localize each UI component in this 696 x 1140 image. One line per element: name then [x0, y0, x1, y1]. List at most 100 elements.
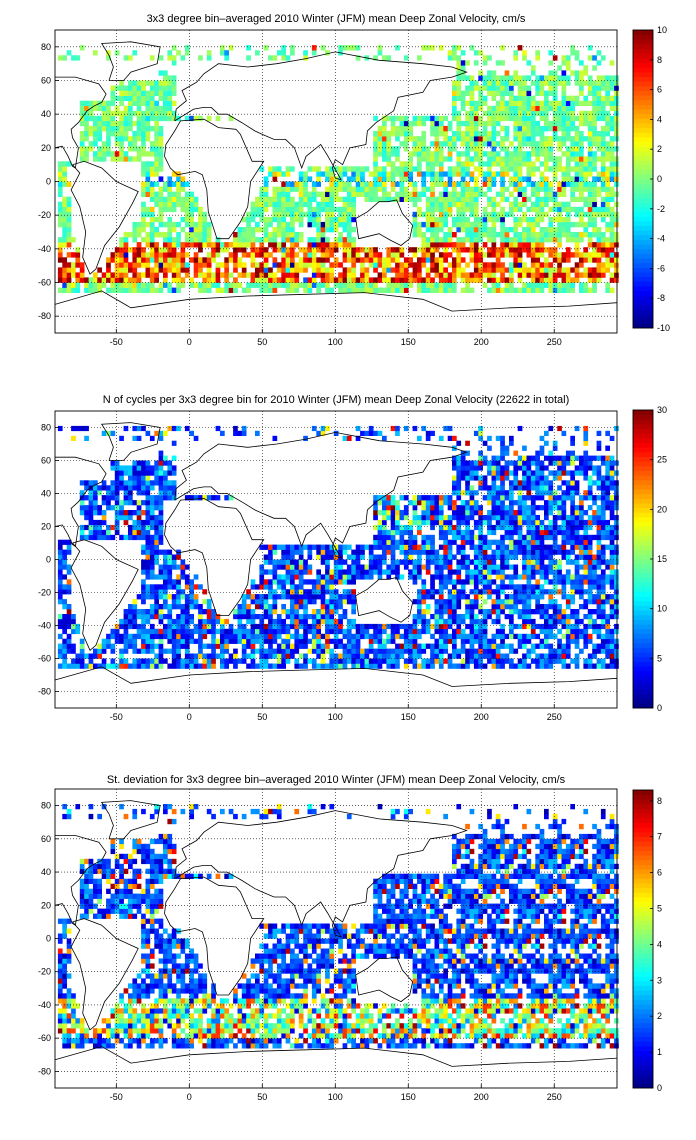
heatmap-cell: [276, 191, 282, 197]
heatmap-cell: [259, 658, 265, 664]
heatmap-cell: [482, 181, 488, 187]
heatmap-cell: [163, 599, 168, 605]
heatmap-cell: [342, 196, 348, 202]
heatmap-cell: [119, 151, 124, 157]
heatmap-cell: [303, 564, 308, 570]
heatmap-cell: [338, 287, 343, 293]
heatmap-cell: [539, 287, 545, 293]
heatmap-cell: [93, 287, 98, 293]
heatmap-cell: [408, 156, 413, 162]
heatmap-cell: [377, 125, 383, 132]
heatmap-cell: [544, 262, 549, 268]
heatmap-cell: [530, 252, 536, 258]
heatmap-cell: [316, 242, 321, 248]
heatmap-cell: [583, 196, 589, 202]
heatmap-cell: [303, 211, 308, 218]
heatmap-cell: [600, 85, 606, 91]
heatmap-cell: [145, 287, 151, 293]
heatmap-cell: [447, 146, 453, 152]
heatmap-cell: [565, 247, 571, 253]
heatmap-cell: [425, 430, 431, 436]
heatmap-cell: [403, 141, 409, 147]
heatmap-cell: [495, 262, 501, 268]
heatmap-cell: [517, 181, 523, 187]
heatmap-cell: [149, 252, 155, 258]
heatmap-cell: [329, 614, 335, 620]
heatmap-cell: [338, 628, 343, 635]
heatmap-cell: [403, 120, 409, 127]
heatmap-cell: [320, 201, 326, 208]
heatmap-cell: [430, 221, 435, 228]
heatmap-cell: [145, 131, 151, 137]
heatmap-cell: [425, 166, 431, 172]
heatmap-cell: [281, 277, 286, 283]
heatmap-cell: [460, 186, 466, 192]
heatmap-cell: [97, 519, 102, 526]
heatmap-cell: [303, 628, 308, 635]
heatmap-cell: [447, 206, 453, 213]
heatmap-cell: [561, 90, 567, 96]
heatmap-cell: [513, 95, 519, 101]
heatmap-cell: [438, 237, 444, 243]
heatmap-cell: [565, 100, 571, 106]
heatmap-cell: [145, 110, 151, 117]
heatmap-cell: [390, 171, 396, 177]
heatmap-cell: [517, 110, 523, 117]
heatmap-cell: [395, 277, 400, 283]
heatmap-cell: [535, 247, 540, 253]
heatmap-cell: [220, 628, 225, 635]
heatmap-cell: [522, 136, 527, 142]
heatmap-cell: [478, 221, 483, 228]
heatmap-cell: [206, 277, 212, 283]
heatmap-cell: [596, 242, 602, 248]
heatmap-cell: [97, 534, 102, 541]
heatmap-cell: [421, 584, 427, 590]
heatmap-cell: [228, 115, 234, 122]
heatmap-cell: [123, 534, 129, 541]
heatmap-cell: [583, 110, 589, 117]
heatmap-cell: [220, 618, 225, 625]
heatmap-cell: [88, 534, 94, 541]
heatmap-cell: [149, 519, 155, 526]
heatmap-cell: [136, 136, 142, 142]
heatmap-cell: [530, 232, 536, 238]
heatmap-cell: [128, 475, 133, 481]
heatmap-cell: [430, 500, 435, 506]
heatmap-cell: [246, 604, 251, 610]
heatmap-cell: [158, 658, 164, 664]
heatmap-cell: [579, 206, 584, 213]
heatmap-cell: [592, 90, 597, 96]
colorbar-swatch: [633, 118, 653, 124]
heatmap-cell: [565, 277, 571, 283]
heatmap-cell: [342, 549, 348, 555]
heatmap-cell: [456, 110, 462, 117]
heatmap-cell: [132, 146, 138, 152]
heatmap-cell: [605, 221, 610, 228]
heatmap-cell: [167, 196, 173, 202]
heatmap-cell: [167, 574, 173, 580]
heatmap-cell: [294, 594, 300, 600]
heatmap-cell: [233, 262, 238, 268]
heatmap-cell: [163, 594, 168, 600]
heatmap-cell: [66, 287, 72, 293]
heatmap-cell: [438, 166, 444, 172]
heatmap-cell: [548, 216, 554, 223]
heatmap-cell: [491, 242, 497, 248]
heatmap-cell: [574, 237, 580, 243]
heatmap-cell: [430, 232, 435, 238]
heatmap-cell: [447, 277, 453, 283]
heatmap-cell: [158, 510, 164, 516]
heatmap-cell: [285, 282, 291, 288]
heatmap-cell: [596, 237, 602, 243]
heatmap-cell: [535, 252, 540, 258]
heatmap-cell: [123, 120, 129, 127]
heatmap-cell: [539, 252, 545, 258]
heatmap-cell: [255, 267, 260, 273]
heatmap-cell: [62, 237, 67, 243]
heatmap-cell: [561, 287, 567, 293]
heatmap-cell: [403, 131, 409, 137]
heatmap-cell: [316, 267, 321, 273]
heatmap-cell: [329, 549, 335, 555]
heatmap-cell: [149, 505, 155, 511]
heatmap-cell: [123, 425, 129, 432]
